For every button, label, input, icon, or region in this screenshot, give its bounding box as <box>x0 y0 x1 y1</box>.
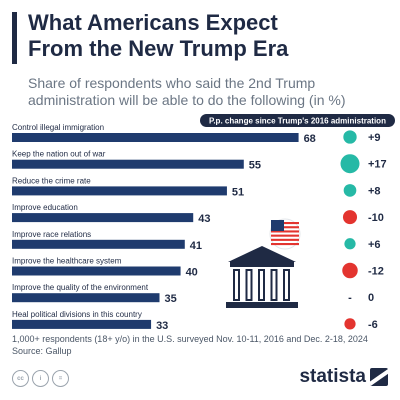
capitol-column <box>258 269 265 301</box>
change-value-label: -12 <box>368 266 384 278</box>
flag-stripe <box>271 238 299 241</box>
change-dot <box>343 184 357 197</box>
title-accent-bar <box>12 12 17 64</box>
bar <box>12 293 160 303</box>
statista-logo-mark-icon <box>370 368 388 386</box>
category-label: Improve the quality of the environment <box>12 283 149 292</box>
bar-value-label: 40 <box>186 267 198 279</box>
statista-logo: statista <box>299 366 388 388</box>
license-icons: cc i = <box>12 370 69 387</box>
bar-value-label: 41 <box>190 240 202 252</box>
flag-stripe <box>271 222 299 225</box>
capitol-column <box>270 269 278 301</box>
change-dot <box>342 262 358 279</box>
capitol-column <box>245 269 253 301</box>
bar-value-label: 51 <box>232 186 244 198</box>
bar <box>12 266 181 276</box>
source-note: Source: Gallup <box>12 346 72 356</box>
capitol-column <box>283 269 290 301</box>
category-label: Improve race relations <box>12 230 91 239</box>
flag-stripe <box>271 226 299 229</box>
capitol-entablature <box>230 262 294 267</box>
capitol-roof <box>228 246 296 262</box>
category-label: Improve education <box>12 203 78 212</box>
category-label: Reduce the crime rate <box>12 176 91 185</box>
change-dot <box>340 154 360 174</box>
category-label: Improve the healthcare system <box>12 257 122 266</box>
change-header-label: P.p. change since Trump's 2016 administr… <box>209 117 386 126</box>
bar-value-label: 43 <box>198 213 210 225</box>
bar <box>12 186 227 196</box>
bar <box>12 213 194 223</box>
capitol-base <box>226 302 298 308</box>
change-dot <box>344 238 356 250</box>
no-derivatives-icon: = <box>52 370 69 387</box>
footnote: 1,000+ respondents (18+ y/o) in the U.S.… <box>12 333 392 357</box>
change-value-label: -10 <box>368 212 384 224</box>
change-value-label: +8 <box>368 185 381 197</box>
bar <box>12 133 299 142</box>
bar <box>12 239 185 249</box>
change-dot <box>344 318 356 330</box>
bar <box>12 159 244 169</box>
change-header-pill <box>200 114 395 127</box>
bar-value-label: 35 <box>165 293 177 305</box>
category-label: Keep the nation out of war <box>12 150 106 159</box>
flag-stripe <box>271 230 299 233</box>
bar-value-label: 33 <box>156 320 168 332</box>
change-dash: - <box>348 292 352 304</box>
flag-canton <box>271 220 284 231</box>
change-value-label: -6 <box>368 319 378 331</box>
flag-stripe <box>271 234 299 237</box>
bar-value-label: 68 <box>304 133 316 145</box>
bar-value-label: 55 <box>249 160 261 172</box>
category-label: Control illegal immigration <box>12 123 104 132</box>
flag-stripe <box>271 243 299 246</box>
title-line-1: What Americans Expect <box>28 10 278 35</box>
capitol-column <box>233 269 240 301</box>
bar-chart: P.p. change since Trump's 2016 administr… <box>12 114 395 332</box>
us-flag-capitol-building-icon <box>226 218 301 308</box>
creative-commons-icon: cc <box>12 370 29 387</box>
change-value-label: 0 <box>368 292 374 304</box>
change-dot <box>342 210 358 225</box>
attribution-icon: i <box>32 370 49 387</box>
statista-logo-text: statista <box>299 366 366 387</box>
change-value-label: +6 <box>368 239 381 251</box>
chart-subtitle: Share of respondents who said the 2nd Tr… <box>28 75 346 108</box>
change-dot <box>343 130 357 144</box>
change-value-label: +17 <box>368 159 387 171</box>
category-label: Heal political divisions in this country <box>12 310 142 319</box>
survey-note: 1,000+ respondents (18+ y/o) in the U.S.… <box>12 334 368 344</box>
change-value-label: +9 <box>368 132 381 144</box>
chart-title: What Americans Expect From the New Trump… <box>28 10 393 62</box>
bar <box>12 319 152 329</box>
title-line-2: From the New Trump Era <box>28 36 289 61</box>
